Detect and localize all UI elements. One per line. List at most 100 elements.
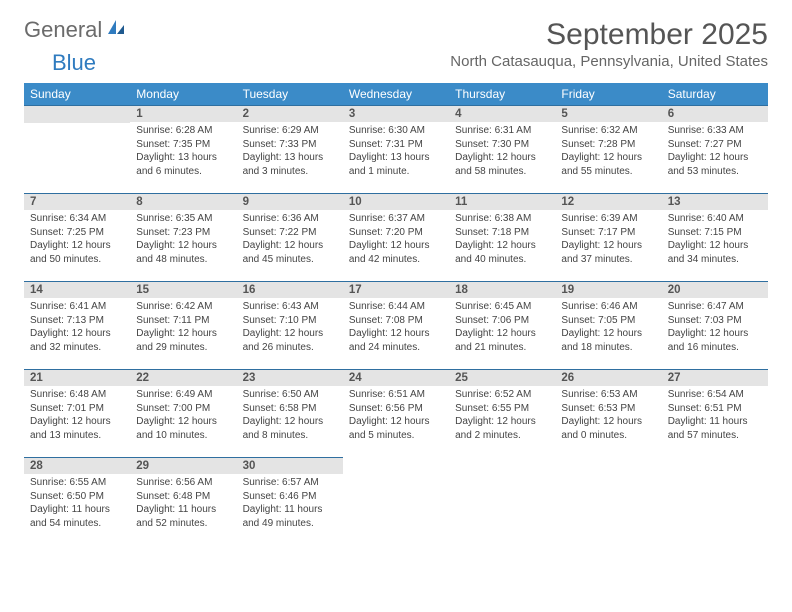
day-body: Sunrise: 6:30 AMSunset: 7:31 PMDaylight:… xyxy=(343,122,449,193)
day-body: Sunrise: 6:44 AMSunset: 7:08 PMDaylight:… xyxy=(343,298,449,369)
day-number: 19 xyxy=(555,281,661,298)
calendar-week-row: 7Sunrise: 6:34 AMSunset: 7:25 PMDaylight… xyxy=(24,193,768,281)
weekday-header: Wednesday xyxy=(343,83,449,105)
weekday-header: Sunday xyxy=(24,83,130,105)
daylight-line2: and 32 minutes. xyxy=(30,341,124,355)
day-body: Sunrise: 6:53 AMSunset: 6:53 PMDaylight:… xyxy=(555,386,661,457)
day-body xyxy=(555,475,661,545)
day-number: 28 xyxy=(24,457,130,474)
day-body: Sunrise: 6:56 AMSunset: 6:48 PMDaylight:… xyxy=(130,474,236,545)
sunrise-text: Sunrise: 6:36 AM xyxy=(243,212,337,226)
sunset-text: Sunset: 7:27 PM xyxy=(668,138,762,152)
day-number: 29 xyxy=(130,457,236,474)
day-body: Sunrise: 6:45 AMSunset: 7:06 PMDaylight:… xyxy=(449,298,555,369)
calendar-week-row: 21Sunrise: 6:48 AMSunset: 7:01 PMDayligh… xyxy=(24,369,768,457)
calendar-day-cell: 17Sunrise: 6:44 AMSunset: 7:08 PMDayligh… xyxy=(343,281,449,369)
day-number: 26 xyxy=(555,369,661,386)
day-body: Sunrise: 6:35 AMSunset: 7:23 PMDaylight:… xyxy=(130,210,236,281)
day-cell-inner: 7Sunrise: 6:34 AMSunset: 7:25 PMDaylight… xyxy=(24,193,130,281)
daylight-line2: and 5 minutes. xyxy=(349,429,443,443)
day-number: 23 xyxy=(237,369,343,386)
daylight-line1: Daylight: 12 hours xyxy=(561,151,655,165)
daylight-line1: Daylight: 12 hours xyxy=(243,239,337,253)
day-number: 12 xyxy=(555,193,661,210)
daylight-line1: Daylight: 12 hours xyxy=(136,239,230,253)
sunset-text: Sunset: 7:20 PM xyxy=(349,226,443,240)
sunrise-text: Sunrise: 6:50 AM xyxy=(243,388,337,402)
daylight-line2: and 2 minutes. xyxy=(455,429,549,443)
sunset-text: Sunset: 6:48 PM xyxy=(136,490,230,504)
sunset-text: Sunset: 7:01 PM xyxy=(30,402,124,416)
daylight-line1: Daylight: 11 hours xyxy=(30,503,124,517)
daylight-line1: Daylight: 11 hours xyxy=(136,503,230,517)
day-number: 3 xyxy=(343,105,449,122)
sunset-text: Sunset: 6:58 PM xyxy=(243,402,337,416)
day-cell-inner xyxy=(662,457,768,545)
sunset-text: Sunset: 6:53 PM xyxy=(561,402,655,416)
day-body: Sunrise: 6:32 AMSunset: 7:28 PMDaylight:… xyxy=(555,122,661,193)
daylight-line2: and 42 minutes. xyxy=(349,253,443,267)
daylight-line1: Daylight: 11 hours xyxy=(243,503,337,517)
sunrise-text: Sunrise: 6:46 AM xyxy=(561,300,655,314)
day-body: Sunrise: 6:55 AMSunset: 6:50 PMDaylight:… xyxy=(24,474,130,545)
sunrise-text: Sunrise: 6:56 AM xyxy=(136,476,230,490)
sunrise-text: Sunrise: 6:37 AM xyxy=(349,212,443,226)
sunrise-text: Sunrise: 6:35 AM xyxy=(136,212,230,226)
logo: General xyxy=(24,18,128,41)
sunset-text: Sunset: 7:03 PM xyxy=(668,314,762,328)
daylight-line2: and 34 minutes. xyxy=(668,253,762,267)
calendar-day-cell: 22Sunrise: 6:49 AMSunset: 7:00 PMDayligh… xyxy=(130,369,236,457)
daylight-line1: Daylight: 12 hours xyxy=(349,415,443,429)
sunrise-text: Sunrise: 6:28 AM xyxy=(136,124,230,138)
calendar-day-cell: 1Sunrise: 6:28 AMSunset: 7:35 PMDaylight… xyxy=(130,105,236,193)
day-cell-inner: 24Sunrise: 6:51 AMSunset: 6:56 PMDayligh… xyxy=(343,369,449,457)
day-number: 6 xyxy=(662,105,768,122)
sunset-text: Sunset: 6:46 PM xyxy=(243,490,337,504)
day-number: 17 xyxy=(343,281,449,298)
sunset-text: Sunset: 7:22 PM xyxy=(243,226,337,240)
daylight-line1: Daylight: 12 hours xyxy=(668,327,762,341)
calendar-day-cell: 3Sunrise: 6:30 AMSunset: 7:31 PMDaylight… xyxy=(343,105,449,193)
day-cell-inner: 4Sunrise: 6:31 AMSunset: 7:30 PMDaylight… xyxy=(449,105,555,193)
calendar-day-cell: 8Sunrise: 6:35 AMSunset: 7:23 PMDaylight… xyxy=(130,193,236,281)
sunrise-text: Sunrise: 6:41 AM xyxy=(30,300,124,314)
calendar-day-cell: 24Sunrise: 6:51 AMSunset: 6:56 PMDayligh… xyxy=(343,369,449,457)
daylight-line2: and 3 minutes. xyxy=(243,165,337,179)
sunset-text: Sunset: 7:05 PM xyxy=(561,314,655,328)
title-block: September 2025 North Catasauqua, Pennsyl… xyxy=(450,18,768,70)
calendar-day-cell: 19Sunrise: 6:46 AMSunset: 7:05 PMDayligh… xyxy=(555,281,661,369)
day-body: Sunrise: 6:48 AMSunset: 7:01 PMDaylight:… xyxy=(24,386,130,457)
daylight-line1: Daylight: 12 hours xyxy=(30,327,124,341)
logo-text-general: General xyxy=(24,19,102,41)
day-body: Sunrise: 6:49 AMSunset: 7:00 PMDaylight:… xyxy=(130,386,236,457)
calendar-day-cell: 13Sunrise: 6:40 AMSunset: 7:15 PMDayligh… xyxy=(662,193,768,281)
daylight-line1: Daylight: 12 hours xyxy=(349,327,443,341)
sunset-text: Sunset: 6:50 PM xyxy=(30,490,124,504)
calendar-page: General September 2025 North Catasauqua,… xyxy=(0,0,792,612)
day-body: Sunrise: 6:43 AMSunset: 7:10 PMDaylight:… xyxy=(237,298,343,369)
daylight-line2: and 29 minutes. xyxy=(136,341,230,355)
day-number: 11 xyxy=(449,193,555,210)
day-body: Sunrise: 6:54 AMSunset: 6:51 PMDaylight:… xyxy=(662,386,768,457)
daylight-line2: and 6 minutes. xyxy=(136,165,230,179)
day-cell-inner: 11Sunrise: 6:38 AMSunset: 7:18 PMDayligh… xyxy=(449,193,555,281)
daylight-line1: Daylight: 12 hours xyxy=(455,151,549,165)
day-body xyxy=(449,475,555,545)
daylight-line1: Daylight: 12 hours xyxy=(668,151,762,165)
weekday-header-row: SundayMondayTuesdayWednesdayThursdayFrid… xyxy=(24,83,768,105)
day-cell-inner: 6Sunrise: 6:33 AMSunset: 7:27 PMDaylight… xyxy=(662,105,768,193)
sunrise-text: Sunrise: 6:43 AM xyxy=(243,300,337,314)
daylight-line1: Daylight: 13 hours xyxy=(136,151,230,165)
sunset-text: Sunset: 6:56 PM xyxy=(349,402,443,416)
day-body: Sunrise: 6:39 AMSunset: 7:17 PMDaylight:… xyxy=(555,210,661,281)
sunrise-text: Sunrise: 6:40 AM xyxy=(668,212,762,226)
day-cell-inner: 15Sunrise: 6:42 AMSunset: 7:11 PMDayligh… xyxy=(130,281,236,369)
day-number: 27 xyxy=(662,369,768,386)
day-cell-inner xyxy=(24,105,130,193)
day-cell-inner: 9Sunrise: 6:36 AMSunset: 7:22 PMDaylight… xyxy=(237,193,343,281)
sunset-text: Sunset: 7:25 PM xyxy=(30,226,124,240)
sunrise-text: Sunrise: 6:53 AM xyxy=(561,388,655,402)
calendar-day-cell: 15Sunrise: 6:42 AMSunset: 7:11 PMDayligh… xyxy=(130,281,236,369)
calendar-body: 1Sunrise: 6:28 AMSunset: 7:35 PMDaylight… xyxy=(24,105,768,545)
day-body: Sunrise: 6:46 AMSunset: 7:05 PMDaylight:… xyxy=(555,298,661,369)
